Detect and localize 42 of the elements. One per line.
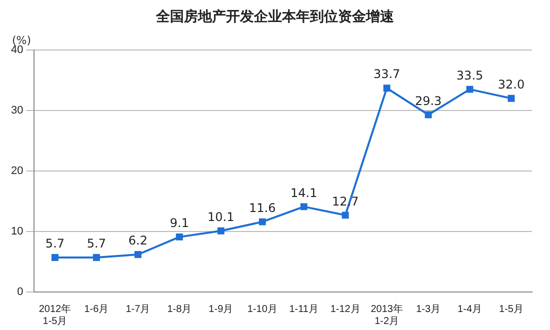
y-tick-label: 40 (10, 44, 24, 56)
y-tick-label: 20 (10, 165, 24, 178)
x-tick-label: 1-8月 (167, 304, 192, 315)
x-tick-label: 1-11月 (289, 304, 318, 315)
point (466, 86, 474, 93)
data-label: 9.1 (170, 216, 189, 230)
y-tick-label: 30 (10, 104, 24, 117)
x-tick-label: 2012年 1-5月 (38, 302, 72, 327)
point (508, 94, 515, 102)
x-tick-label: 1-12月 (330, 304, 360, 315)
point (342, 212, 349, 219)
x-tick-label: 1-7月 (126, 304, 150, 315)
point (300, 203, 308, 210)
data-label: 6.2 (128, 234, 148, 248)
point (52, 254, 58, 261)
x-tick-label: 2013年 1-2月 (370, 302, 403, 327)
point (92, 254, 100, 261)
x-tick-label: 1-10月 (247, 304, 278, 315)
data-label: 33.7 (373, 67, 400, 82)
point (134, 251, 142, 258)
data-label: 29.3 (414, 94, 442, 108)
y-tick-label: 0 (17, 286, 24, 298)
point (424, 111, 432, 118)
y-tick-label: 10 (10, 226, 24, 238)
data-label: 33.5 (456, 68, 484, 82)
data-label: 5.7 (45, 236, 65, 251)
x-tick-label: 1-3月 (416, 304, 441, 315)
point (258, 218, 266, 226)
point (176, 233, 183, 240)
x-tick-label: 1-9月 (208, 304, 234, 315)
data-label: 32.0 (498, 78, 525, 92)
data-label: 11.6 (249, 200, 276, 215)
data-label: 10.1 (208, 210, 234, 224)
x-tick-label: 1-4月 (458, 304, 482, 315)
data-label: 5.7 (86, 236, 106, 251)
x-tick-label: 1-5月 (499, 304, 524, 315)
x-tick-label: 1-6月 (84, 304, 109, 315)
data-label: 14.1 (290, 186, 318, 200)
point (383, 84, 390, 92)
y-axis-title: (%) (12, 34, 32, 47)
point (217, 227, 224, 234)
chart-title: 全国房地产开发企业本年到位资金增速 (155, 8, 395, 26)
